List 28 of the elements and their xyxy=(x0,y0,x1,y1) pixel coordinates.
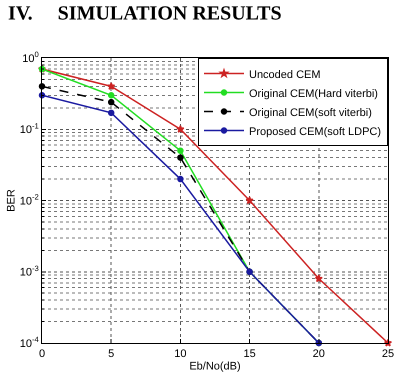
point xyxy=(176,125,184,133)
point xyxy=(108,92,114,99)
legend-label: Original CEM(soft viterbi) xyxy=(249,106,372,119)
point xyxy=(314,274,323,282)
point xyxy=(177,147,184,154)
legend-label: Uncoded CEM xyxy=(249,68,321,81)
point xyxy=(177,154,184,161)
legend-label: Original CEM(Hard viterbi) xyxy=(249,88,378,100)
point xyxy=(107,82,116,90)
point xyxy=(246,196,254,204)
y-axis-title: BER xyxy=(5,189,18,212)
x-tick-label: 0 xyxy=(38,348,46,360)
chart-title: IV. SIMULATION RESULTS xyxy=(8,2,282,25)
x-tick-label: 25 xyxy=(382,348,394,360)
y-tick-label: 10$^{-1}$ xyxy=(20,121,39,136)
x-tick-label: 15 xyxy=(243,348,256,360)
x-axis-title: Eb/No(dB) xyxy=(189,360,241,372)
y-tick-label: 10$^{-4}$ xyxy=(20,335,40,350)
x-tick-label: 20 xyxy=(312,348,325,360)
y-tick-label: 10$^{-2}$ xyxy=(20,192,39,208)
point xyxy=(108,98,114,106)
legend-label: Proposed CEM(soft LDPC) xyxy=(249,126,382,138)
point xyxy=(177,176,184,182)
x-tick-label: 5 xyxy=(108,348,114,360)
x-tick-label: 10 xyxy=(174,348,187,360)
point xyxy=(108,110,114,116)
y-tick-label: 10$^{0}$ xyxy=(22,50,39,65)
y-tick-label: 10$^{-3}$ xyxy=(20,264,39,279)
